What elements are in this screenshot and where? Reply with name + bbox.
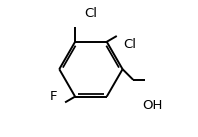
Text: Cl: Cl	[124, 38, 137, 51]
Text: OH: OH	[142, 99, 163, 112]
Text: Cl: Cl	[84, 7, 97, 20]
Text: F: F	[50, 90, 57, 103]
